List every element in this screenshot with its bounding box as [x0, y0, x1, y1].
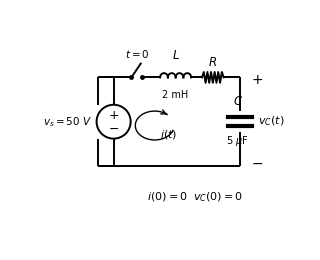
- Text: 2 mH: 2 mH: [163, 90, 189, 100]
- Text: $i(0) = 0$: $i(0) = 0$: [148, 190, 188, 203]
- Text: $v_s = 50$ V: $v_s = 50$ V: [43, 115, 92, 129]
- Text: $v_C(t)$: $v_C(t)$: [258, 115, 284, 128]
- Text: $R$: $R$: [208, 55, 217, 68]
- Text: +: +: [108, 109, 119, 122]
- Text: $L$: $L$: [172, 49, 180, 62]
- Text: $-$: $-$: [251, 156, 263, 170]
- Text: $i(t)$: $i(t)$: [160, 128, 177, 141]
- Text: $C$: $C$: [233, 95, 243, 108]
- Text: 5 $\mu$F: 5 $\mu$F: [226, 134, 249, 148]
- Text: $v_C(0) = 0$: $v_C(0) = 0$: [193, 190, 243, 204]
- Text: $-$: $-$: [108, 122, 119, 135]
- Text: $t = 0$: $t = 0$: [124, 48, 149, 61]
- Text: +: +: [251, 74, 263, 87]
